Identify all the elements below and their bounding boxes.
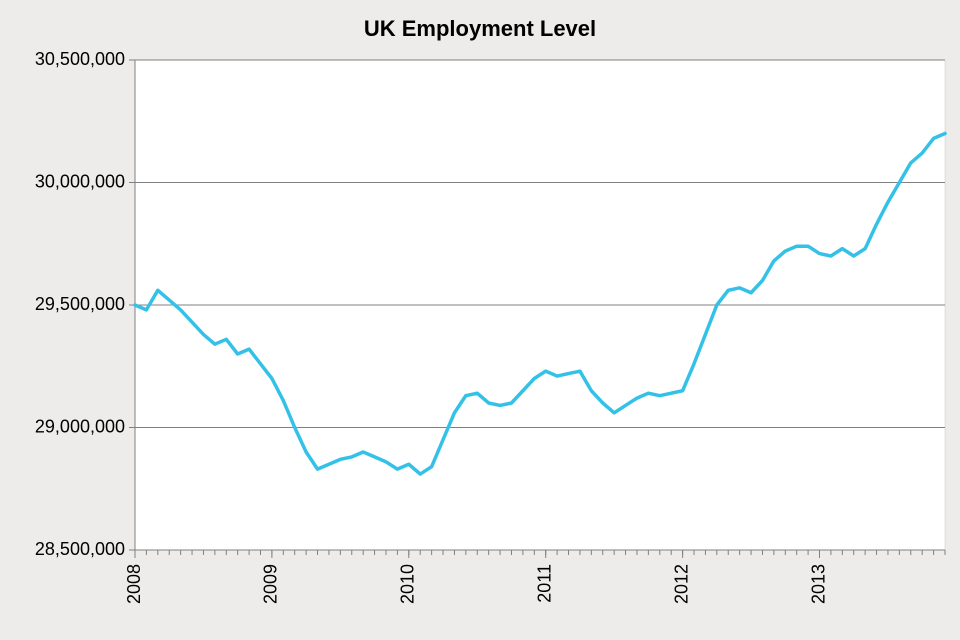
xtick-label: 2010 bbox=[398, 564, 418, 604]
xtick-label: 2013 bbox=[808, 564, 828, 604]
line-chart: 28,500,000 29,000,000 29,500,000 30,000,000… bbox=[0, 0, 960, 640]
chart-container: UK Employment Level 28,500,00029,000,000… bbox=[0, 0, 960, 640]
xtick-label: 2009 bbox=[261, 564, 281, 604]
ytick-label: 29,000,000 bbox=[35, 416, 125, 436]
ytick-label: 30,000,000 bbox=[35, 171, 125, 191]
ytick-label: 29,500,000 bbox=[35, 294, 125, 314]
xtick-label: 2012 bbox=[671, 564, 691, 604]
ytick-label: 28,500,000 bbox=[35, 539, 125, 559]
ytick-label: 30,500,000 bbox=[35, 49, 125, 69]
xtick-label: 2008 bbox=[124, 564, 144, 604]
xtick-label: 2011 bbox=[534, 564, 554, 603]
